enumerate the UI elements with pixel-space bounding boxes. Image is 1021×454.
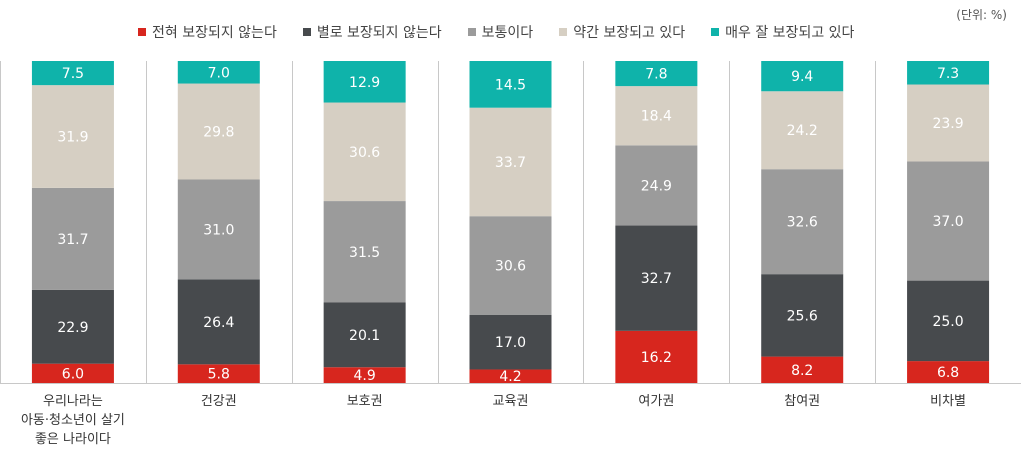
bar-segment (761, 274, 844, 357)
data-label: 31.5 (349, 245, 380, 261)
legend-swatch (559, 28, 568, 36)
data-label: 37.0 (932, 214, 963, 230)
data-label: 23.9 (932, 116, 963, 132)
legend-label: 약간 보장되고 있다 (573, 25, 686, 41)
data-label: 6.0 (62, 366, 84, 382)
data-label: 7.0 (208, 65, 230, 81)
bar-segment (615, 145, 698, 226)
bar-segment (761, 91, 844, 170)
legend-swatch (467, 28, 476, 36)
category-label: 비차별 (930, 394, 966, 409)
bar-segment (323, 102, 406, 202)
data-label: 26.4 (203, 315, 234, 331)
bar-segment (31, 61, 114, 86)
data-label: 24.2 (787, 123, 818, 139)
bar-segment (469, 369, 552, 383)
bar-segment (177, 179, 260, 280)
bar-segment (323, 61, 406, 103)
bar-segment (31, 363, 114, 383)
category-label: 보호권 (347, 394, 383, 409)
bar-segment (31, 85, 114, 188)
legend-item: 약간 보장되고 있다 (559, 22, 685, 42)
data-label: 20.1 (349, 328, 380, 344)
category-label: 좋은 나라이다 (35, 432, 111, 447)
legend-item: 별로 보장되지 않는다 (302, 22, 442, 42)
bar-segment (323, 201, 406, 303)
bar-segment (615, 61, 698, 87)
data-label: 14.5 (495, 77, 526, 93)
bar-segment (615, 330, 698, 383)
data-label: 5.8 (208, 367, 230, 383)
bar-segment (469, 107, 552, 217)
bar-segment (615, 86, 698, 146)
bar-segment (907, 280, 990, 362)
bar-segment (31, 289, 114, 364)
bar-segment (761, 169, 844, 275)
bar-segment (907, 161, 990, 281)
bar-segment (177, 364, 260, 383)
data-label: 22.9 (57, 320, 88, 336)
data-label: 30.6 (495, 258, 526, 274)
legend-label: 별로 보장되지 않는다 (316, 25, 442, 41)
data-label: 4.9 (354, 368, 376, 384)
data-label: 9.4 (791, 69, 813, 85)
category-label: 교육권 (493, 394, 529, 409)
legend-swatch (302, 28, 311, 36)
data-label: 24.9 (641, 178, 672, 194)
bar-segment (469, 61, 552, 108)
data-label: 17.0 (495, 335, 526, 351)
data-label: 7.3 (937, 66, 959, 82)
legend-item: 매우 잘 보장되고 있다 (711, 22, 854, 42)
legend-item: 전혀 보장되지 않는다 (138, 22, 277, 42)
data-label: 30.6 (349, 145, 380, 161)
data-label: 32.6 (787, 215, 818, 231)
data-label: 18.4 (641, 109, 672, 125)
category-label: 우리나라는 (43, 394, 103, 409)
legend-label: 매우 잘 보장되고 있다 (725, 25, 855, 41)
data-label: 33.7 (495, 155, 526, 171)
bar-segment (177, 279, 260, 365)
data-label: 25.6 (787, 308, 818, 324)
bar-segment (323, 302, 406, 368)
data-label: 16.2 (641, 350, 672, 366)
bar-segment (761, 61, 844, 92)
bar-segment (469, 314, 552, 370)
legend-item: 보통이다 (467, 22, 534, 42)
data-label: 31.0 (203, 222, 234, 238)
data-label: 8.2 (791, 363, 813, 379)
data-label: 7.5 (62, 66, 84, 82)
bar-segment (907, 61, 990, 85)
category-label: 참여권 (784, 394, 820, 409)
bar-segment (469, 216, 552, 315)
data-label: 31.7 (57, 232, 88, 248)
bar-segment (177, 83, 260, 180)
data-label: 25.0 (932, 314, 963, 330)
bar-segment (907, 84, 990, 162)
data-label: 31.9 (57, 130, 88, 146)
legend-label: 보통이다 (481, 25, 534, 41)
legend-label: 전혀 보장되지 않는다 (152, 25, 277, 41)
data-label: 6.8 (937, 365, 959, 381)
chart-legend: 전혀 보장되지 않는다 별로 보장되지 않는다 보통이다 약간 보장되고 있다 매우 잘… (138, 22, 880, 42)
bar-segment (323, 367, 406, 383)
bar-segment (615, 225, 698, 331)
data-label: 7.8 (645, 67, 667, 83)
legend-swatch (138, 28, 146, 36)
category-label: 건강권 (201, 394, 237, 409)
category-label: 아동·청소년이 살기 (21, 413, 125, 428)
bar-segment (761, 356, 844, 383)
bar-segment (31, 187, 114, 290)
legend-swatch (711, 28, 720, 36)
data-label: 4.2 (499, 369, 521, 385)
unit-label: (단위: %) (956, 8, 1007, 22)
category-label: 여가권 (638, 394, 674, 409)
bar-segment (907, 361, 990, 383)
data-label: 32.7 (641, 271, 672, 287)
bar-segment (177, 61, 260, 84)
data-label: 12.9 (349, 75, 380, 91)
data-label: 29.8 (203, 125, 234, 141)
